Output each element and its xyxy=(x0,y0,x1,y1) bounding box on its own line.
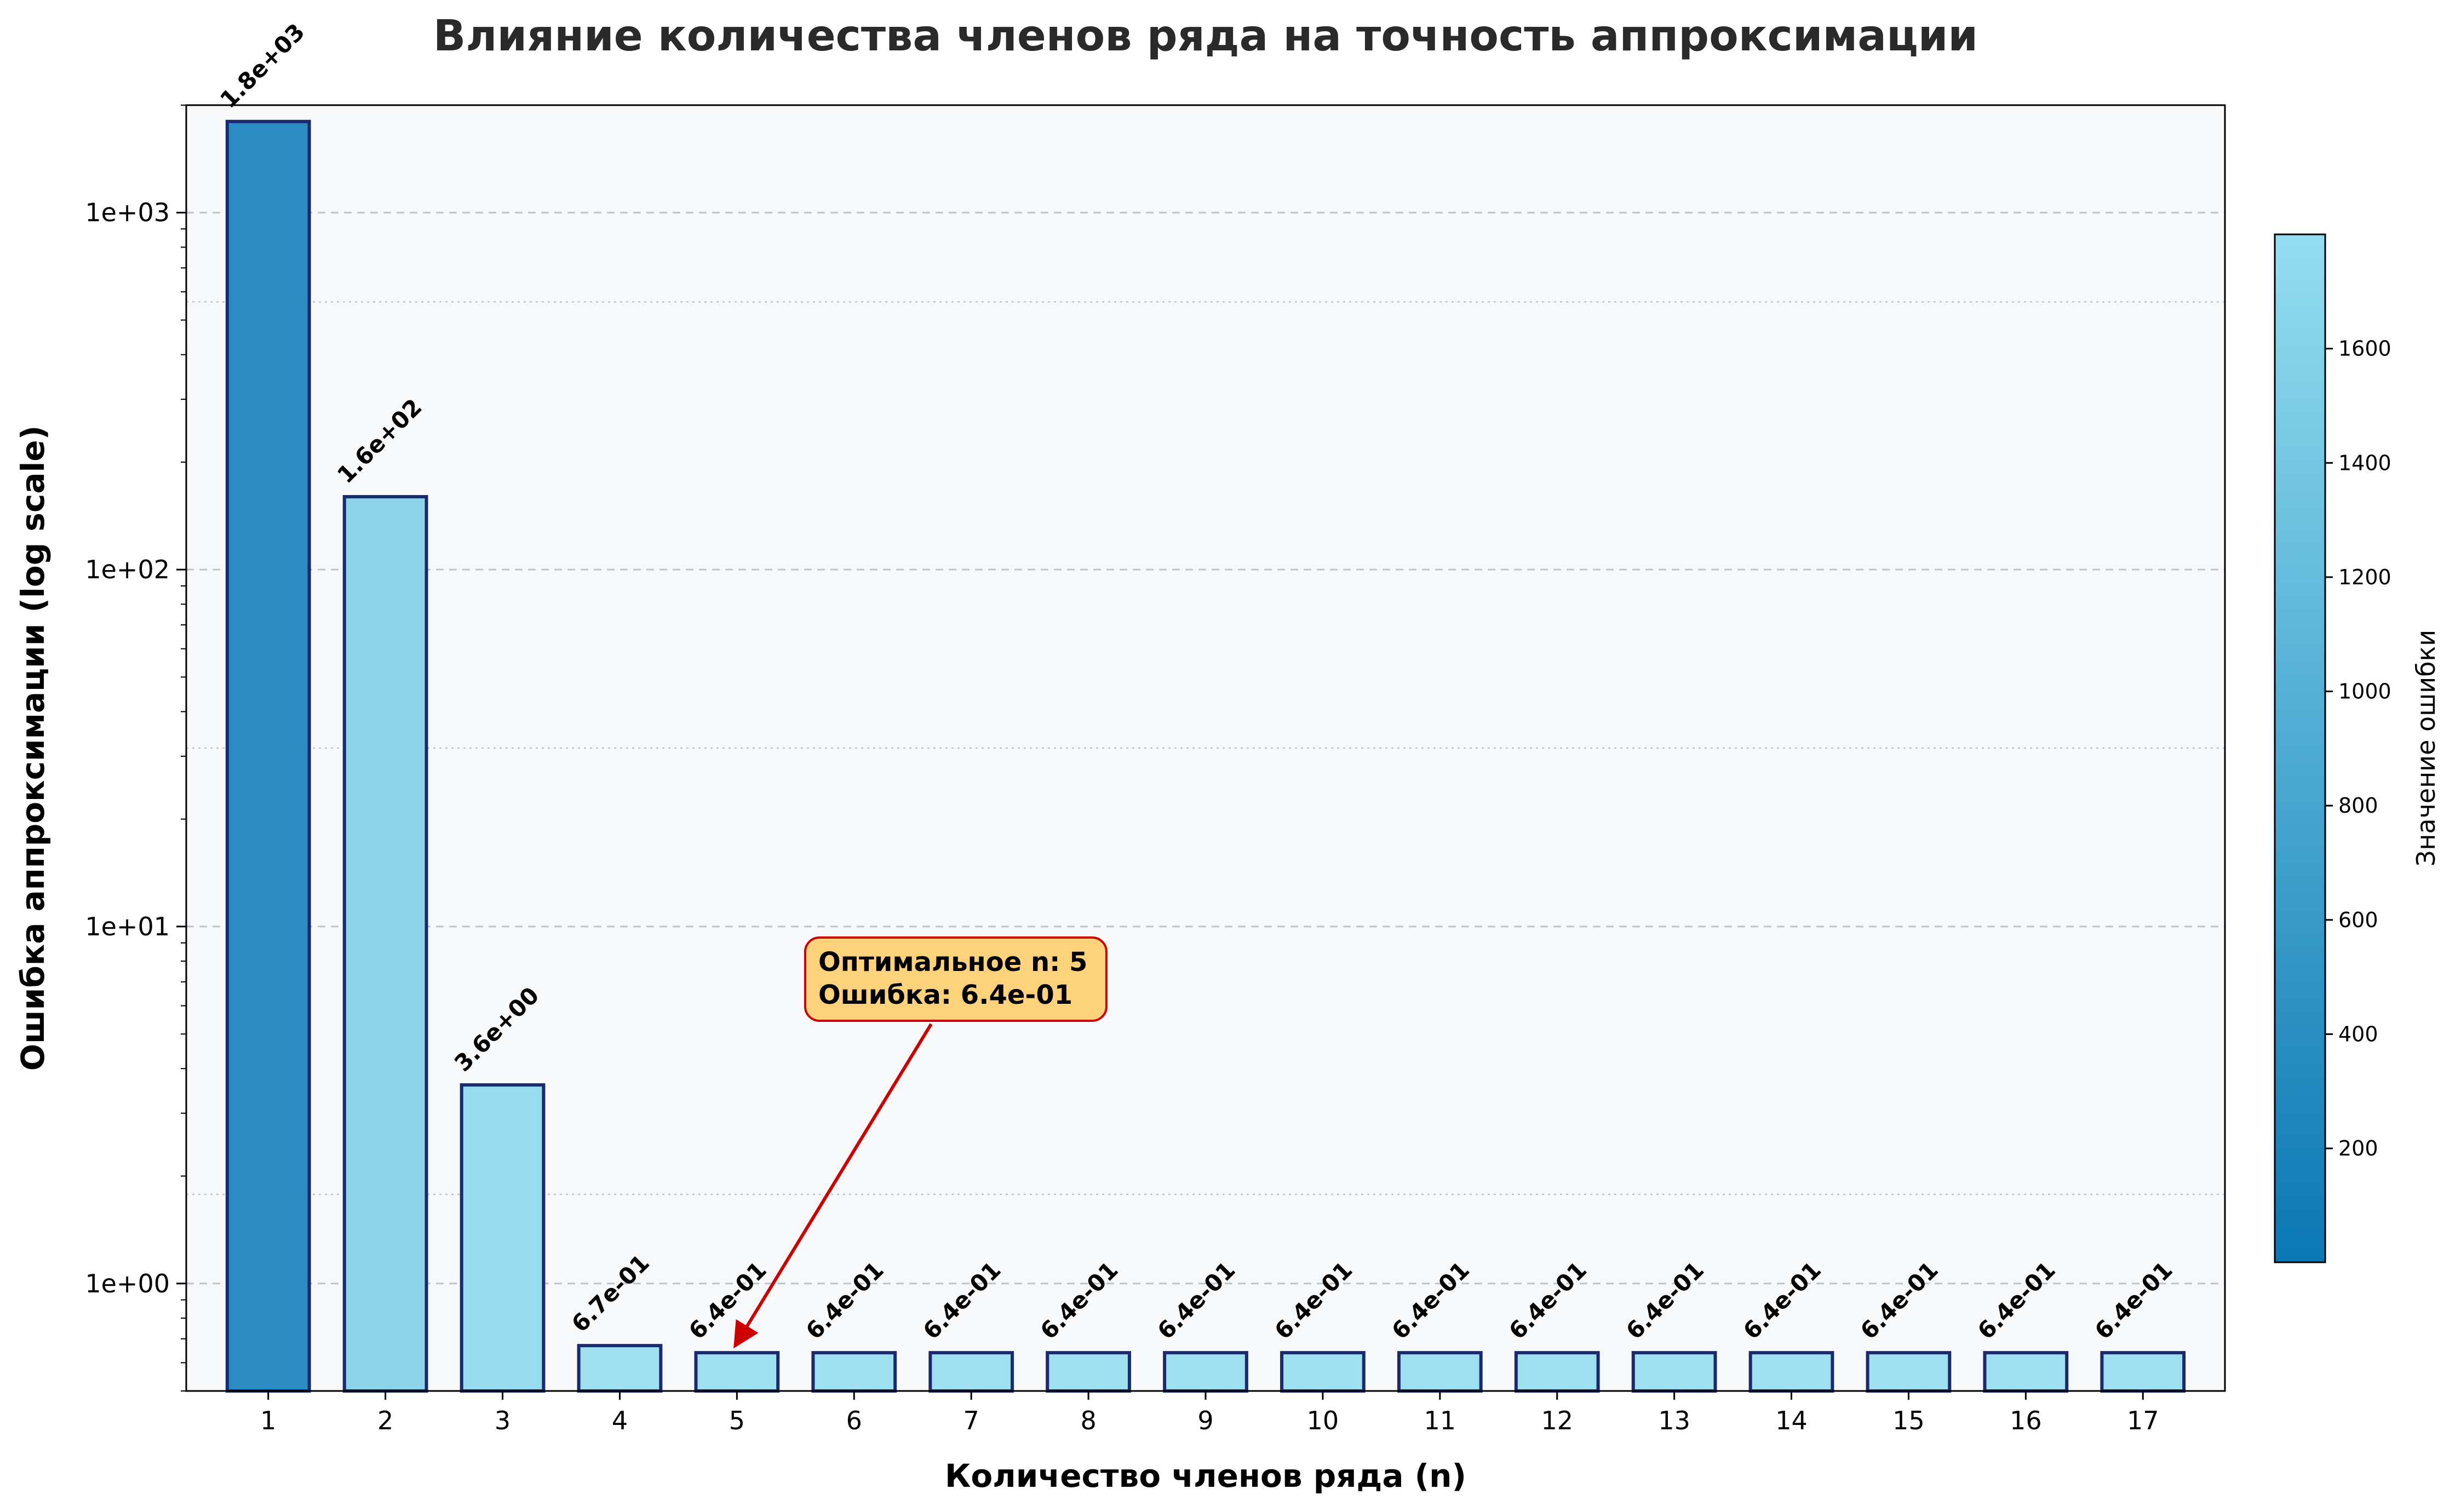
y-axis-label: Ошибка аппроксимации (log scale) xyxy=(14,426,51,1071)
data-label: 1.8e+03 xyxy=(215,18,310,113)
x-tick-label: 10 xyxy=(1307,1406,1339,1435)
bar xyxy=(1866,1351,1952,1393)
bar xyxy=(1631,1351,1717,1393)
annotation-line-1: Оптимальное n: 5 xyxy=(818,947,1087,978)
bar xyxy=(1397,1351,1483,1393)
bar xyxy=(928,1351,1014,1393)
y-tick-label: 1e+01 xyxy=(85,912,170,941)
x-axis: 1 2 3 4 5 6 7 8 9 10 11 12 13 14 15 16 17 xyxy=(260,1391,2159,1435)
x-tick-label: 11 xyxy=(1424,1406,1456,1435)
y-axis: 1e+00 1e+01 1e+02 1e+03 xyxy=(85,105,186,1392)
bar xyxy=(811,1351,897,1393)
bar xyxy=(1748,1351,1834,1393)
colorbar-label: Значение ошибки xyxy=(2411,630,2441,866)
chart-title: Влияние количества членов ряда на точнос… xyxy=(433,12,1978,61)
colorbar-tick-label: 800 xyxy=(2338,794,2378,818)
optimal-annotation: Оптимальное n: 5 Ошибка: 6.4e-01 xyxy=(733,936,1108,1349)
bar xyxy=(460,1083,546,1393)
colorbar-tick-label: 1000 xyxy=(2338,680,2391,704)
x-tick-label: 8 xyxy=(1080,1406,1096,1435)
x-tick-label: 2 xyxy=(377,1406,393,1435)
x-axis-label: Количество членов ряда (n) xyxy=(945,1457,1466,1494)
x-tick-label: 3 xyxy=(495,1406,510,1435)
colorbar-tick-label: 600 xyxy=(2338,908,2378,932)
colorbar-tick-label: 1600 xyxy=(2338,337,2391,361)
x-tick-label: 15 xyxy=(1892,1406,1925,1435)
colorbar-ticks: 200 400 600 800 1000 1200 1400 1600 xyxy=(2325,337,2391,1160)
x-tick-label: 9 xyxy=(1197,1406,1213,1435)
x-tick-label: 7 xyxy=(963,1406,979,1435)
x-tick-label: 1 xyxy=(260,1406,276,1435)
x-tick-label: 6 xyxy=(846,1406,862,1435)
bar xyxy=(1983,1351,2069,1393)
x-tick-label: 16 xyxy=(2010,1406,2042,1435)
bar xyxy=(1280,1351,1366,1393)
x-tick-label: 5 xyxy=(729,1406,745,1435)
colorbar-tick-label: 1200 xyxy=(2338,565,2391,589)
annotation-box xyxy=(804,936,1108,1022)
colorbar-gradient xyxy=(2274,233,2326,1263)
bar xyxy=(225,119,311,1393)
grid-lines xyxy=(186,211,2225,1285)
bar xyxy=(2100,1351,2186,1393)
bar xyxy=(1163,1351,1248,1393)
annotation-line-2: Ошибка: 6.4e-01 xyxy=(818,980,1072,1010)
bar xyxy=(577,1344,663,1393)
bar xyxy=(1046,1351,1131,1393)
colorbar-tick-label: 400 xyxy=(2338,1022,2378,1046)
colorbar-tick-label: 1400 xyxy=(2338,451,2391,475)
x-tick-label: 13 xyxy=(1658,1406,1690,1435)
y-tick-label: 1e+02 xyxy=(85,555,170,584)
x-tick-label: 17 xyxy=(2127,1406,2159,1435)
y-tick-label: 1e+03 xyxy=(85,198,170,227)
colorbar: 200 400 600 800 1000 1200 1400 1600 Значение ош… xyxy=(2274,233,2441,1263)
x-tick-label: 12 xyxy=(1541,1406,1573,1435)
bar xyxy=(342,495,428,1393)
x-tick-label: 4 xyxy=(612,1406,628,1435)
bars xyxy=(225,119,2186,1393)
colorbar-tick-label: 200 xyxy=(2338,1136,2378,1160)
annotation-arrow xyxy=(733,1023,933,1349)
bar xyxy=(694,1351,780,1393)
y-tick-label: 1e+00 xyxy=(85,1269,170,1298)
x-tick-label: 14 xyxy=(1775,1406,1808,1435)
bar xyxy=(1514,1351,1600,1393)
